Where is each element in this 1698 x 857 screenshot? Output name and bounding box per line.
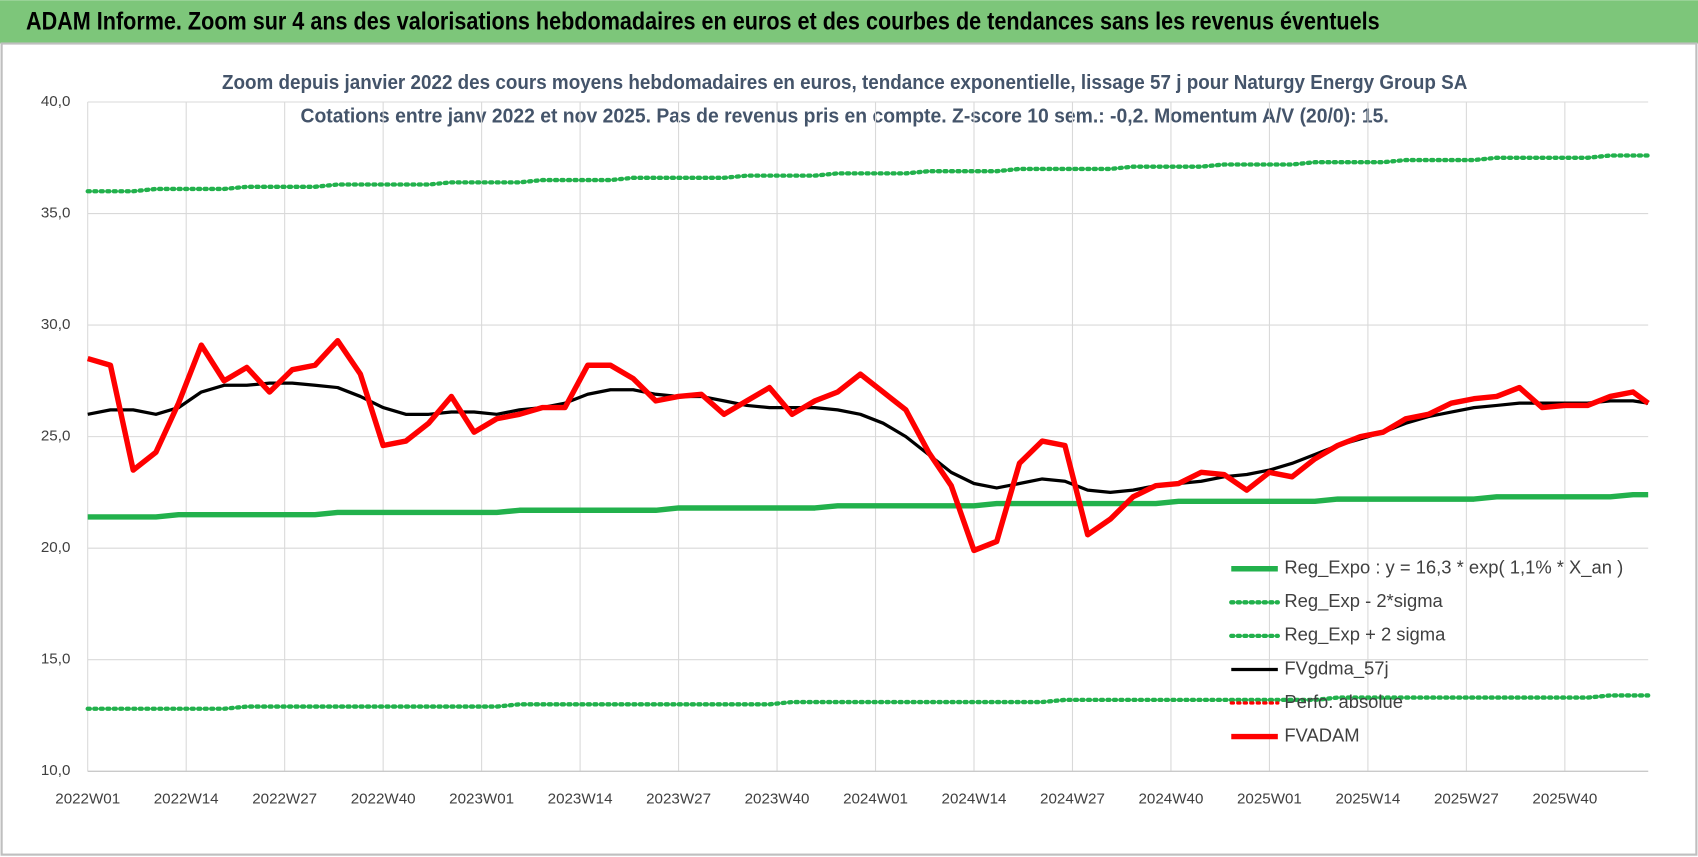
legend-label: FVgdma_57j — [1284, 657, 1388, 679]
y-tick-label: 25,0 — [41, 428, 71, 445]
x-tick-label: 2024W01 — [843, 790, 908, 807]
chart-subtitle: Cotations entre janv 2022 et nov 2025. P… — [301, 105, 1389, 128]
x-tick-label: 2023W01 — [449, 790, 514, 807]
grid: 10,0 15,0 20,0 25,0 30,0 35,0 40,0 2022W01 2022W… — [41, 93, 1649, 807]
x-tick-label: 2023W14 — [548, 790, 613, 807]
legend-label: FVADAM — [1284, 724, 1359, 745]
legend-label: Reg_Exp + 2 sigma — [1284, 624, 1446, 646]
series-line — [87, 491, 1649, 520]
y-tick-label: 10,0 — [41, 762, 71, 779]
x-tick-label: 2025W14 — [1335, 790, 1400, 807]
header-band — [0, 0, 1698, 44]
chart-title: Zoom depuis janvier 2022 des cours moyen… — [222, 71, 1467, 94]
x-tick-label: 2024W14 — [942, 790, 1007, 807]
y-tick-label: 35,0 — [41, 205, 71, 222]
x-tick-label: 2024W40 — [1139, 790, 1204, 807]
x-tick-label: 2025W40 — [1532, 790, 1597, 807]
x-tick-label: 2023W27 — [646, 790, 711, 807]
series-line — [86, 337, 1650, 554]
y-tick-label: 40,0 — [41, 93, 71, 110]
x-tick-label: 2025W27 — [1434, 790, 1499, 807]
plot-area — [85, 153, 1651, 711]
x-tick-label: 2023W40 — [745, 790, 810, 807]
legend: Reg_Expo : y = 16,3 * exp( 1,1% * X_an )… — [1229, 557, 1623, 745]
x-tick-label: 2022W01 — [55, 790, 120, 807]
y-tick-label: 30,0 — [41, 316, 71, 333]
legend-label: Reg_Expo : y = 16,3 * exp( 1,1% * X_an ) — [1284, 557, 1623, 579]
x-tick-label: 2024W27 — [1040, 790, 1105, 807]
x-tick-label: 2022W40 — [351, 790, 416, 807]
series-line — [85, 693, 1651, 711]
x-tick-label: 2025W01 — [1237, 790, 1302, 807]
series-line — [85, 153, 1651, 194]
x-tick-label: 2022W27 — [252, 790, 317, 807]
legend-label: Reg_Exp - 2*sigma — [1284, 590, 1443, 612]
y-tick-label: 15,0 — [41, 651, 71, 668]
y-tick-label: 20,0 — [41, 539, 71, 556]
legend-label: Perfo. absolue — [1284, 691, 1403, 712]
x-tick-label: 2022W14 — [154, 790, 219, 807]
frame — [0, 42, 1698, 856]
page-title: ADAM Informe. Zoom sur 4 ans des valoris… — [26, 8, 1380, 36]
